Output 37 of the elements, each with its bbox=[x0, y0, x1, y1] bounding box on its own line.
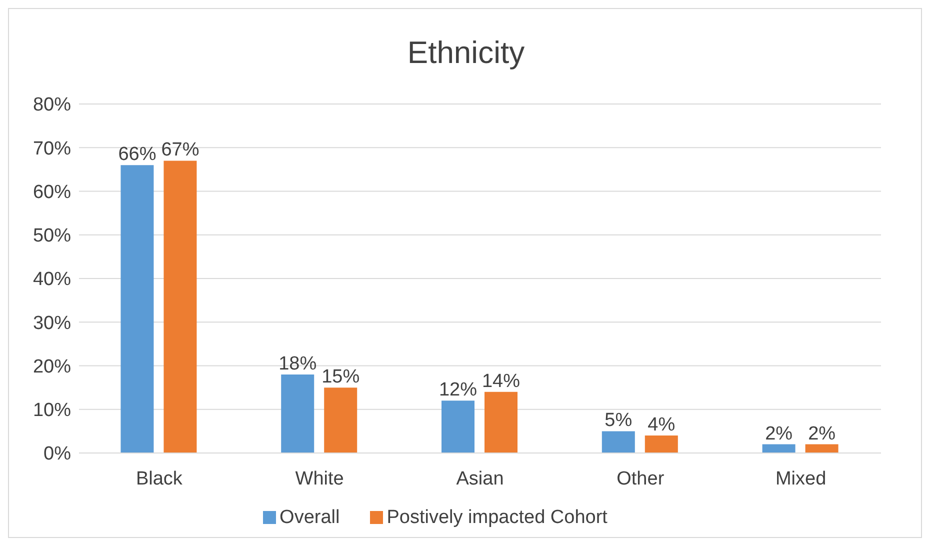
data-label: 67% bbox=[161, 140, 200, 161]
x-tick-label: White bbox=[295, 468, 344, 490]
y-tick-label: 40% bbox=[32, 269, 72, 290]
bar bbox=[442, 400, 475, 453]
data-label: 15% bbox=[322, 366, 360, 388]
x-tick-label: Other bbox=[616, 468, 665, 490]
bar bbox=[805, 444, 838, 453]
x-tick-label: Mixed bbox=[775, 468, 826, 490]
y-tick-label: 60% bbox=[32, 182, 72, 203]
bar bbox=[164, 160, 197, 453]
y-tick-label: 30% bbox=[32, 312, 72, 334]
bar bbox=[324, 388, 358, 453]
chart-title: Ethnicity bbox=[406, 35, 526, 71]
data-label: 66% bbox=[118, 144, 156, 166]
bar bbox=[644, 436, 678, 453]
y-tick-label: 80% bbox=[32, 94, 72, 116]
data-label: 4% bbox=[648, 414, 676, 436]
data-label: 12% bbox=[438, 380, 478, 401]
bar bbox=[602, 431, 635, 453]
data-label: 2% bbox=[765, 423, 793, 444]
legend-label: Overall bbox=[280, 507, 340, 528]
data-label: 14% bbox=[482, 370, 520, 392]
y-tick-label: 10% bbox=[32, 400, 72, 422]
y-tick-label: 0% bbox=[44, 444, 72, 465]
bar bbox=[762, 444, 796, 453]
bar bbox=[120, 165, 154, 453]
bar bbox=[484, 392, 518, 453]
y-tick-label: 50% bbox=[32, 226, 72, 247]
x-tick-label: Black bbox=[136, 468, 183, 490]
bar bbox=[281, 374, 314, 453]
data-label: 2% bbox=[808, 423, 836, 444]
data-label: 18% bbox=[278, 353, 317, 374]
y-tick-label: 70% bbox=[32, 138, 72, 160]
y-tick-label: 20% bbox=[32, 356, 72, 378]
data-label: 5% bbox=[604, 410, 632, 432]
x-tick-label: Asian bbox=[456, 468, 504, 490]
legend-label: Postively impacted Cohort bbox=[386, 507, 608, 528]
